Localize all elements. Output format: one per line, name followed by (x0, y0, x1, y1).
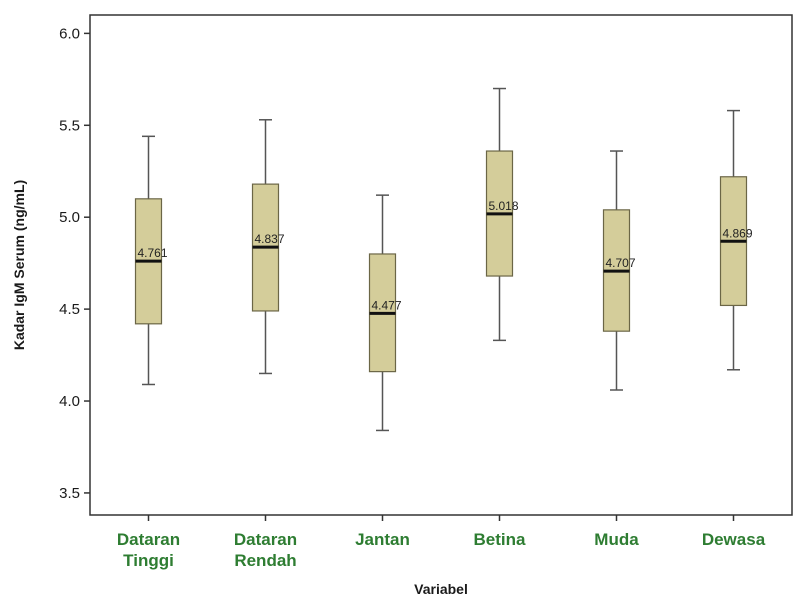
y-tick-label: 6.0 (59, 25, 80, 42)
x-axis: Dataran Tinggi Dataran Rendah Jantan Betina Mu… (117, 515, 766, 570)
median-value-label: 4.477 (372, 298, 402, 312)
box-group: 5.018 (485, 87, 519, 342)
y-tick-label: 5.0 (59, 209, 80, 226)
median-value-label: 4.707 (606, 256, 636, 270)
box-group: 4.869 (719, 109, 753, 371)
box-group: 4.477 (368, 194, 402, 432)
median-value-label: 4.761 (138, 246, 168, 260)
y-axis-title: Kadar IgM Serum (ng/mL) (11, 180, 27, 350)
box-group: 4.761 (134, 135, 168, 386)
category-label: Jantan (355, 530, 410, 549)
category-label: Tinggi (123, 551, 174, 570)
category-label: Muda (594, 530, 639, 549)
category-label: Dataran (234, 530, 297, 549)
median-value-label: 4.869 (723, 226, 753, 240)
category-label: Rendah (234, 551, 296, 570)
y-tick-label: 3.5 (59, 485, 80, 502)
x-axis-title: Variabel (414, 581, 468, 597)
box-series: 4.761 4.837 4.477 5.018 4.707 4.869 (134, 87, 753, 432)
y-tick-label: 4.5 (59, 301, 80, 318)
y-tick-label: 5.5 (59, 117, 80, 134)
y-axis: 3.5 4.0 4.5 5.0 5.5 6.0 (59, 25, 90, 502)
category-label: Dewasa (702, 530, 766, 549)
y-tick-label: 4.0 (59, 393, 80, 410)
category-label: Dataran (117, 530, 180, 549)
median-value-label: 5.018 (489, 199, 519, 213)
category-label: Betina (474, 530, 527, 549)
box-group: 4.837 (251, 119, 285, 375)
plot-frame (89, 14, 793, 516)
box-group: 4.707 (602, 150, 636, 391)
median-value-label: 4.837 (255, 232, 285, 246)
